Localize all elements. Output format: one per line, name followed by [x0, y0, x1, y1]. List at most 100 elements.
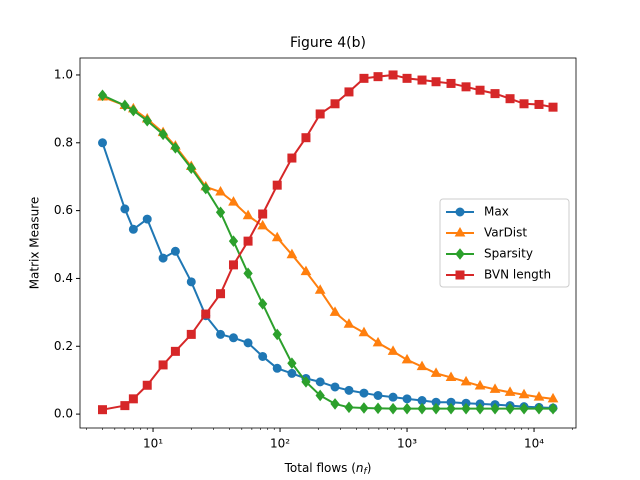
marker	[228, 333, 238, 343]
marker	[329, 306, 341, 316]
marker	[446, 78, 456, 88]
marker	[142, 114, 152, 127]
marker	[158, 360, 168, 370]
marker	[373, 390, 383, 400]
marker	[358, 326, 370, 337]
marker	[518, 388, 530, 399]
marker	[215, 206, 226, 219]
marker	[272, 363, 282, 373]
marker	[257, 219, 269, 230]
marker	[387, 345, 399, 355]
marker	[548, 402, 558, 415]
y-tick-label: 0.6	[54, 203, 73, 217]
x-label-text: Total flows (	[284, 461, 356, 475]
marker	[330, 382, 340, 392]
marker	[201, 309, 211, 319]
legend-box	[439, 198, 570, 288]
marker	[314, 284, 326, 294]
marker	[446, 402, 456, 415]
marker	[461, 82, 471, 92]
marker	[216, 329, 226, 339]
marker	[533, 391, 545, 401]
marker	[258, 298, 268, 310]
marker	[258, 209, 268, 219]
y-tick-label: 0.4	[54, 271, 73, 285]
marker	[455, 270, 465, 280]
marker	[490, 402, 500, 415]
marker	[300, 265, 312, 276]
marker	[402, 402, 412, 415]
marker	[401, 353, 413, 364]
marker	[228, 235, 239, 247]
marker	[243, 338, 253, 348]
marker	[373, 72, 383, 82]
marker	[330, 398, 340, 410]
marker	[315, 389, 325, 402]
marker	[373, 402, 383, 415]
marker	[505, 402, 515, 415]
marker	[301, 376, 311, 388]
marker	[228, 260, 238, 270]
marker	[128, 224, 138, 234]
marker	[519, 99, 529, 109]
marker	[228, 196, 239, 206]
marker	[534, 99, 544, 109]
marker	[455, 248, 465, 260]
marker	[344, 385, 354, 395]
x-tick-label: 10²	[270, 437, 290, 451]
y-axis-label: Matrix Measure	[28, 197, 42, 290]
marker	[272, 328, 282, 341]
marker	[272, 180, 282, 190]
marker	[97, 89, 108, 102]
marker	[158, 253, 168, 263]
x-label-close: )	[367, 461, 372, 475]
marker	[372, 336, 384, 347]
marker	[430, 367, 442, 377]
marker	[258, 351, 268, 361]
marker	[201, 182, 211, 195]
marker	[490, 89, 500, 99]
marker	[286, 248, 298, 259]
marker	[534, 402, 544, 415]
marker	[519, 402, 529, 415]
marker	[417, 75, 427, 85]
marker	[475, 85, 485, 95]
marker	[170, 142, 181, 154]
x-axis-label: Total flows (nf)	[284, 461, 372, 477]
marker	[474, 379, 486, 390]
marker	[128, 394, 138, 404]
legend-label: BVN length	[484, 268, 551, 282]
plot-frame	[79, 57, 577, 429]
marker	[242, 209, 254, 220]
marker	[120, 401, 130, 411]
marker	[315, 377, 325, 387]
marker	[489, 383, 501, 393]
marker	[120, 99, 130, 112]
x-tick-label: 10¹	[143, 437, 163, 451]
marker	[344, 401, 354, 414]
marker	[186, 277, 196, 287]
marker	[120, 204, 130, 214]
y-tick-label: 0.8	[54, 135, 73, 149]
marker	[455, 207, 465, 217]
y-tick-label: 1.0	[54, 67, 73, 81]
marker	[344, 87, 354, 97]
marker	[315, 109, 325, 119]
legend-label: VarDist	[484, 226, 527, 240]
marker	[359, 402, 369, 414]
marker	[388, 402, 398, 415]
marker	[460, 375, 472, 386]
marker	[243, 267, 253, 280]
legend-label: Max	[484, 205, 509, 219]
marker	[402, 394, 412, 404]
marker	[98, 138, 108, 148]
marker	[216, 289, 226, 299]
marker	[359, 73, 369, 83]
marker	[417, 402, 427, 415]
marker	[431, 77, 441, 87]
x-tick-label: 10⁴	[524, 437, 544, 451]
marker	[388, 70, 398, 80]
marker	[359, 388, 369, 398]
